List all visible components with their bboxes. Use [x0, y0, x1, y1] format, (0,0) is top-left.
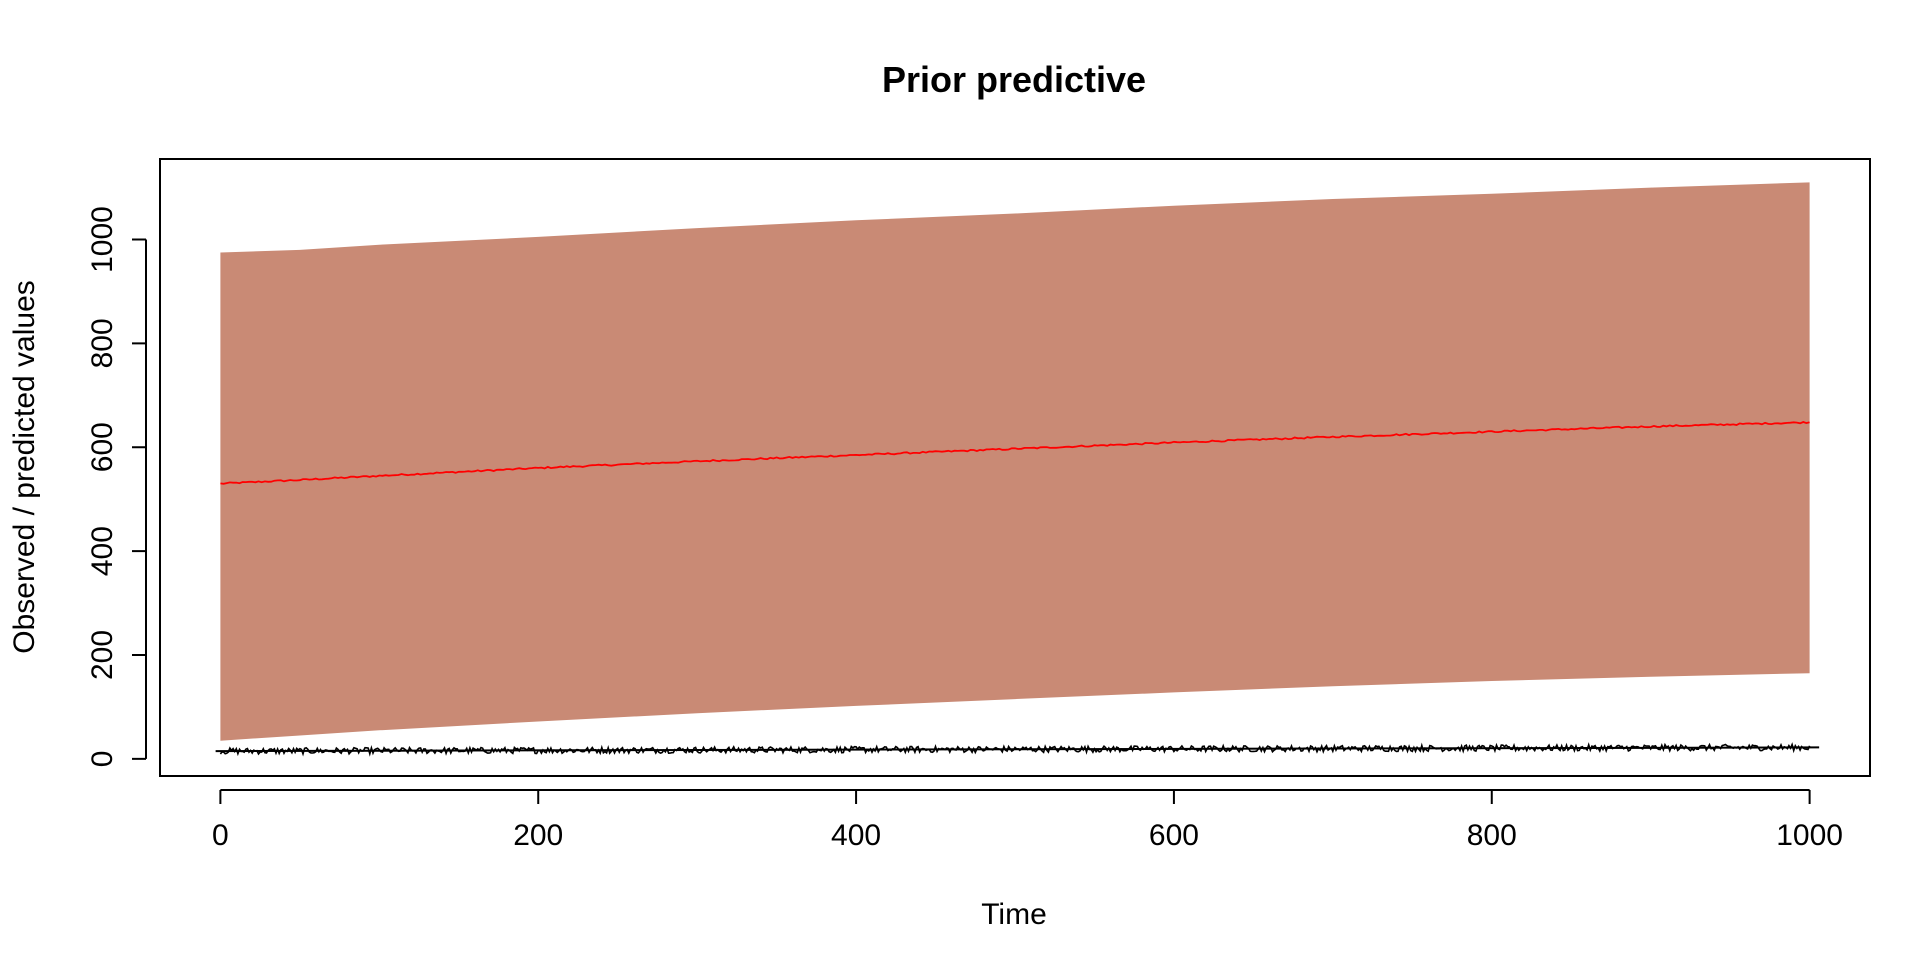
- chart-title: Prior predictive: [882, 59, 1146, 100]
- x-tick-label: 600: [1149, 819, 1199, 852]
- x-tick-label: 200: [513, 819, 563, 852]
- y-tick-label: 400: [86, 526, 119, 576]
- plot-area: [215, 182, 1820, 757]
- y-axis-label: Observed / predicted values: [8, 280, 41, 654]
- y-axis: 0 200 400 600 800 1000: [86, 206, 147, 768]
- observed-mean-line: [215, 746, 1820, 753]
- prediction-band: [220, 182, 1810, 741]
- plot-frame: [159, 158, 1871, 777]
- x-tick-label: 1000: [1776, 819, 1843, 852]
- median-line: [220, 421, 1810, 485]
- x-axis-label: Time: [981, 898, 1047, 931]
- x-tick-label: 0: [212, 819, 229, 852]
- x-axis: 0 200 400 600 800 1000: [212, 789, 1843, 852]
- y-tick-label: 0: [86, 751, 119, 768]
- y-tick-label: 1000: [86, 206, 119, 273]
- x-tick-label: 400: [831, 819, 881, 852]
- y-tick-label: 200: [86, 630, 119, 680]
- y-tick-label: 600: [86, 422, 119, 472]
- y-tick-label: 800: [86, 318, 119, 368]
- x-tick-label: 800: [1467, 819, 1517, 852]
